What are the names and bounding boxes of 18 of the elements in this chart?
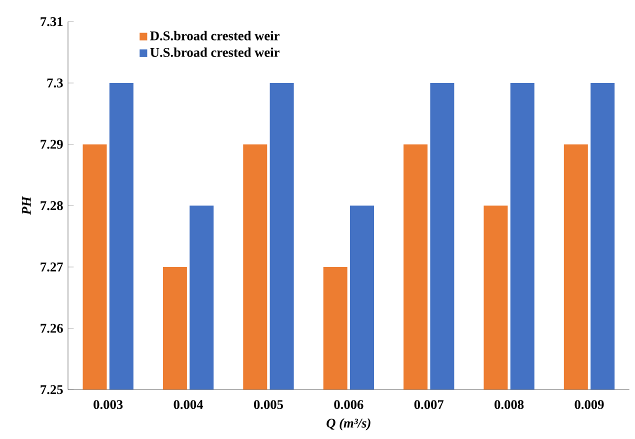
- y-tick-label: 7.28: [40, 201, 63, 210]
- y-axis-title: PH: [22, 196, 31, 215]
- y-tick-label: 7.29: [40, 140, 63, 149]
- x-tick-label: 0.008: [494, 400, 524, 410]
- y-tick-label: 7.3: [47, 78, 63, 88]
- x-tick-label: 0.009: [574, 400, 604, 410]
- y-tick-label: 7.25: [40, 385, 63, 394]
- x-tick-label: 0.003: [94, 400, 123, 410]
- y-tick-label: 7.26: [40, 324, 63, 333]
- x-axis-title: Q (m³/s): [326, 418, 370, 430]
- legend-label: D.S.broad crested weir: [150, 30, 280, 40]
- legend-label: U.S.broad crested weir: [150, 48, 280, 57]
- y-tick-label: 7.27: [40, 262, 63, 272]
- x-tick-label: 0.005: [254, 400, 283, 410]
- x-tick-label: 0.004: [174, 400, 204, 410]
- x-tick-label: 0.006: [334, 400, 364, 410]
- x-tick-label: 0.007: [414, 400, 444, 410]
- y-tick-label: 7.31: [40, 17, 63, 26]
